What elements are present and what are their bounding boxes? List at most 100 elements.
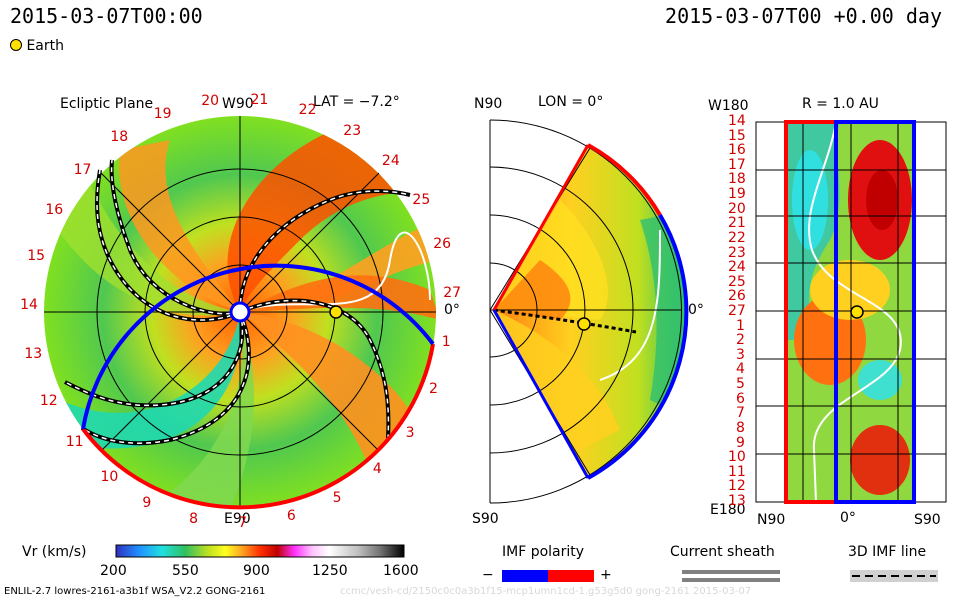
carrington-label: 19 bbox=[153, 105, 172, 122]
meridional-earth-icon bbox=[577, 317, 591, 331]
radial-row-label: 22 bbox=[728, 229, 746, 246]
timestamp-right: 2015-03-07T00 +0.00 day bbox=[665, 4, 942, 28]
ecliptic-lat: LAT = −7.2° bbox=[313, 94, 400, 110]
radial-row-label: 15 bbox=[728, 127, 746, 144]
ecliptic-boundary-negative bbox=[81, 263, 435, 430]
radial-earth-icon bbox=[850, 305, 864, 319]
radial-row-label: 26 bbox=[728, 288, 746, 305]
imf-negative-swatch bbox=[502, 570, 548, 582]
carrington-label: 22 bbox=[298, 101, 317, 118]
carrington-label: 1 bbox=[441, 333, 451, 350]
meridional-plane-plot bbox=[489, 119, 689, 504]
carrington-label: 3 bbox=[405, 424, 415, 441]
watermark: ccmc/vesh-cd/2150c0c0a3b1f15-mcp1umn1cd-… bbox=[340, 586, 752, 597]
ecliptic-plane-plot bbox=[44, 116, 436, 510]
carrington-label: 2 bbox=[429, 381, 438, 398]
radial-top-left: W180 bbox=[708, 98, 749, 114]
radial-row-label: 19 bbox=[728, 186, 746, 203]
colorbar-label: Vr (km/s) bbox=[22, 544, 87, 560]
radial-row-label: 9 bbox=[736, 434, 745, 451]
carrington-label: 27 bbox=[443, 284, 462, 301]
timestamp-left: 2015-03-07T00:00 bbox=[10, 4, 203, 28]
colorbar-tick-1600: 1600 bbox=[383, 563, 419, 579]
carrington-label: 4 bbox=[372, 461, 382, 478]
carrington-label: 17 bbox=[73, 162, 92, 179]
radial-row-label: 5 bbox=[736, 376, 745, 393]
radial-row-label: 21 bbox=[728, 215, 746, 232]
imf-positive-swatch bbox=[548, 570, 594, 582]
radial-boundary-negative bbox=[834, 120, 916, 504]
carrington-label: 9 bbox=[142, 495, 152, 512]
meridional-lon: LON = 0° bbox=[538, 94, 604, 110]
carrington-label: 10 bbox=[100, 469, 119, 486]
carrington-label: 26 bbox=[433, 236, 452, 253]
earth-legend: Earth bbox=[10, 38, 64, 54]
radial-row-label: 1 bbox=[736, 317, 745, 334]
colorbar-tick-1250: 1250 bbox=[312, 563, 348, 579]
radial-row-label: 13 bbox=[728, 493, 746, 509]
carrington-label: 21 bbox=[250, 91, 269, 108]
meridional-boundary-positive bbox=[587, 143, 662, 217]
radial-row-label: 25 bbox=[728, 273, 746, 290]
carrington-label: 5 bbox=[332, 489, 342, 506]
radial-row-label: 10 bbox=[728, 449, 746, 466]
carrington-label: 20 bbox=[201, 93, 220, 110]
radial-panel-plot bbox=[755, 120, 947, 504]
radial-row-label: 8 bbox=[736, 419, 745, 436]
ecliptic-title: Ecliptic Plane bbox=[60, 96, 154, 112]
radial-row-label: 4 bbox=[736, 361, 745, 378]
carrington-label: 12 bbox=[39, 392, 58, 409]
radial-x-n90: N90 bbox=[757, 512, 786, 528]
colorbar-tick-900: 900 bbox=[243, 563, 270, 579]
carrington-label: 11 bbox=[65, 434, 84, 451]
earth-icon bbox=[329, 305, 343, 319]
carrington-label: 18 bbox=[110, 129, 129, 146]
meridional-boundary-negative bbox=[587, 213, 689, 480]
radial-bottom-left: E180 bbox=[710, 502, 746, 518]
meridional-right-label: 0° bbox=[688, 302, 704, 318]
model-info: ENLIL-2.7 lowres-2161-a3b1f WSA_V2.2 GON… bbox=[4, 586, 266, 597]
ecliptic-top-label: W90 bbox=[222, 96, 254, 112]
radial-row-label: 16 bbox=[728, 142, 746, 159]
carrington-label: 14 bbox=[20, 296, 38, 313]
radial-row-label: 24 bbox=[728, 259, 746, 276]
carrington-label: 7 bbox=[238, 514, 248, 531]
radial-row-label: 18 bbox=[728, 171, 746, 188]
ecliptic-boundary-positive bbox=[81, 343, 435, 510]
radial-row-label: 6 bbox=[736, 390, 745, 407]
imf-minus-label: − bbox=[482, 567, 494, 583]
ecliptic-bottom-label: E90 bbox=[224, 511, 251, 527]
carrington-label: 25 bbox=[412, 191, 431, 208]
carrington-label: 15 bbox=[27, 248, 46, 265]
radial-row-label: 27 bbox=[728, 303, 746, 319]
radial-row-label: 3 bbox=[736, 346, 745, 363]
radial-row-label: 14 bbox=[728, 113, 746, 129]
meridional-bottom-label: S90 bbox=[472, 511, 499, 527]
meridional-top-label: N90 bbox=[474, 96, 503, 112]
sun-icon bbox=[229, 301, 251, 323]
radial-row-label: 7 bbox=[736, 405, 745, 422]
earth-marker-icon bbox=[10, 39, 22, 51]
radial-row-label: 20 bbox=[728, 200, 746, 217]
imf-polarity-label: IMF polarity bbox=[502, 544, 585, 560]
carrington-label: 6 bbox=[286, 507, 296, 524]
radial-row-label: 2 bbox=[736, 332, 745, 349]
carrington-label: 16 bbox=[45, 202, 64, 219]
radial-title: R = 1.0 AU bbox=[802, 96, 879, 112]
imf-plus-label: + bbox=[600, 567, 612, 583]
radial-row-label: 11 bbox=[728, 463, 746, 480]
ecliptic-imf-line bbox=[239, 231, 431, 313]
colorbar bbox=[115, 544, 405, 558]
radial-row-label: 12 bbox=[728, 478, 746, 495]
carrington-label: 23 bbox=[343, 122, 362, 139]
carrington-label: 8 bbox=[189, 510, 199, 527]
colorbar-tick-550: 550 bbox=[172, 563, 199, 579]
carrington-label: 24 bbox=[381, 153, 400, 170]
earth-legend-label: Earth bbox=[26, 38, 64, 54]
radial-x-zero: 0° bbox=[840, 510, 856, 526]
ecliptic-right-label: 0° bbox=[444, 302, 460, 318]
imf-line-label: 3D IMF line bbox=[848, 544, 927, 560]
radial-x-s90: S90 bbox=[914, 512, 941, 528]
colorbar-tick-200: 200 bbox=[100, 563, 127, 579]
